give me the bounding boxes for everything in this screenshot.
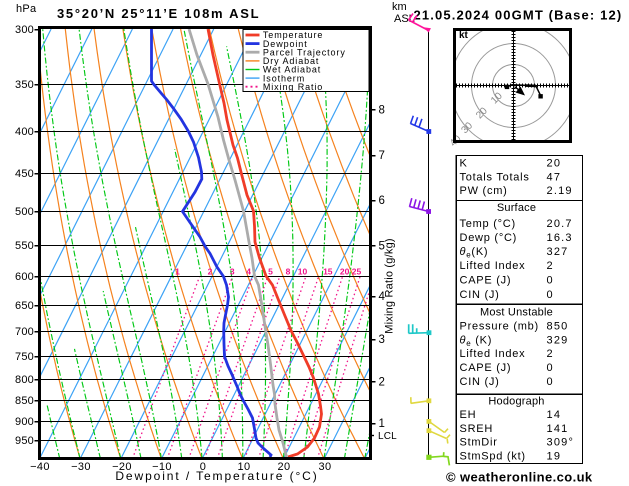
- svg-text:4: 4: [246, 267, 251, 277]
- svg-text:CAPE (J): CAPE (J): [460, 362, 512, 374]
- svg-text:θe(K): θe(K): [460, 246, 489, 260]
- svg-text:7: 7: [379, 150, 385, 162]
- svg-text:20.7: 20.7: [547, 218, 573, 230]
- svg-text:16.3: 16.3: [547, 232, 573, 244]
- svg-text:20: 20: [340, 267, 350, 277]
- svg-text:1: 1: [175, 267, 180, 277]
- svg-text:SREH: SREH: [460, 423, 494, 435]
- svg-text:900: 900: [15, 416, 34, 428]
- svg-text:LCL: LCL: [378, 431, 397, 442]
- svg-text:3: 3: [230, 267, 235, 277]
- svg-text:Dewpoint / Temperature (°C): Dewpoint / Temperature (°C): [115, 469, 318, 483]
- svg-text:30: 30: [318, 461, 331, 473]
- svg-text:650: 650: [15, 300, 34, 312]
- svg-text:850: 850: [15, 395, 34, 407]
- svg-text:K: K: [460, 158, 468, 170]
- svg-text:6: 6: [379, 195, 385, 207]
- svg-text:350: 350: [15, 79, 34, 91]
- svg-text:8: 8: [286, 267, 291, 277]
- svg-text:km: km: [392, 1, 407, 13]
- svg-text:kt: kt: [459, 30, 469, 41]
- svg-text:0: 0: [200, 461, 207, 473]
- svg-text:Totals Totals: Totals Totals: [460, 171, 530, 183]
- svg-text:10: 10: [298, 267, 308, 277]
- svg-text:Lifted Index: Lifted Index: [460, 348, 526, 360]
- svg-text:309°: 309°: [547, 436, 575, 448]
- svg-text:Temp (°C): Temp (°C): [460, 218, 516, 230]
- svg-text:Parcel Trajectory: Parcel Trajectory: [263, 47, 346, 57]
- svg-text:−20: −20: [112, 461, 132, 473]
- svg-text:700: 700: [15, 326, 34, 338]
- svg-text:850: 850: [547, 320, 569, 332]
- svg-text:5: 5: [268, 267, 273, 277]
- svg-text:© weatheronline.co.uk: © weatheronline.co.uk: [446, 470, 593, 485]
- svg-text:750: 750: [15, 351, 34, 363]
- svg-text:Isotherm: Isotherm: [263, 73, 305, 83]
- svg-text:10: 10: [237, 461, 250, 473]
- svg-text:StmDir: StmDir: [460, 436, 498, 448]
- svg-text:550: 550: [15, 240, 34, 252]
- svg-text:2: 2: [547, 348, 554, 360]
- svg-text:950: 950: [15, 435, 34, 447]
- svg-text:20: 20: [277, 461, 290, 473]
- svg-text:300: 300: [15, 24, 34, 36]
- svg-text:141: 141: [547, 423, 569, 435]
- svg-text:Hodograph: Hodograph: [488, 396, 544, 408]
- svg-text:Wet Adiabat: Wet Adiabat: [263, 65, 321, 75]
- svg-text:47: 47: [547, 171, 562, 183]
- svg-text:2: 2: [547, 260, 554, 272]
- svg-text:500: 500: [15, 206, 34, 218]
- svg-text:−40: −40: [30, 461, 50, 473]
- svg-text:CIN (J): CIN (J): [460, 289, 500, 301]
- svg-text:20: 20: [547, 158, 562, 170]
- svg-text:0: 0: [547, 289, 554, 301]
- svg-text:Pressure (mb): Pressure (mb): [460, 320, 539, 332]
- svg-text:2: 2: [379, 376, 385, 388]
- svg-text:Lifted Index: Lifted Index: [460, 260, 526, 272]
- svg-text:−30: −30: [71, 461, 91, 473]
- svg-text:0: 0: [547, 376, 554, 388]
- svg-text:4: 4: [379, 291, 386, 303]
- svg-text:Dry Adiabat: Dry Adiabat: [263, 56, 319, 66]
- svg-text:25: 25: [352, 267, 362, 277]
- svg-text:Dewpoint: Dewpoint: [263, 39, 308, 49]
- svg-text:327: 327: [547, 246, 569, 258]
- svg-text:600: 600: [15, 271, 34, 283]
- svg-text:35°20’N 25°11’E 108m ASL: 35°20’N 25°11’E 108m ASL: [57, 6, 260, 21]
- svg-text:450: 450: [15, 168, 34, 180]
- svg-text:15: 15: [323, 267, 333, 277]
- svg-text:Dewp (°C): Dewp (°C): [460, 232, 518, 244]
- svg-text:PW (cm): PW (cm): [460, 185, 508, 197]
- svg-text:CIN (J): CIN (J): [460, 376, 500, 388]
- svg-text:3: 3: [379, 334, 385, 346]
- svg-text:CAPE (J): CAPE (J): [460, 275, 512, 287]
- svg-text:hPa: hPa: [16, 3, 37, 15]
- svg-text:21.05.2024 00GMT (Base: 12): 21.05.2024 00GMT (Base: 12): [414, 8, 623, 23]
- svg-text:0: 0: [547, 275, 554, 287]
- svg-text:800: 800: [15, 374, 34, 386]
- svg-text:329: 329: [547, 334, 569, 346]
- svg-text:0: 0: [547, 362, 554, 374]
- svg-text:ASL: ASL: [394, 13, 415, 25]
- svg-text:Mixing Ratio: Mixing Ratio: [263, 82, 323, 92]
- svg-text:EH: EH: [460, 409, 477, 421]
- svg-text:Temperature: Temperature: [263, 30, 323, 40]
- svg-text:Most Unstable: Most Unstable: [480, 307, 553, 319]
- svg-text:8: 8: [379, 105, 385, 117]
- svg-text:400: 400: [15, 126, 34, 138]
- svg-text:2.19: 2.19: [547, 185, 573, 197]
- svg-text:5: 5: [379, 240, 385, 252]
- svg-text:1: 1: [379, 418, 385, 430]
- svg-text:2: 2: [208, 267, 213, 277]
- svg-text:−10: −10: [152, 461, 172, 473]
- svg-text:θe (K): θe (K): [460, 334, 493, 348]
- svg-text:14: 14: [547, 409, 562, 421]
- svg-text:Mixing Ratio (g/kg): Mixing Ratio (g/kg): [384, 238, 396, 334]
- svg-text:19: 19: [547, 451, 562, 463]
- svg-text:StmSpd (kt): StmSpd (kt): [460, 451, 526, 463]
- svg-text:Surface: Surface: [497, 202, 536, 214]
